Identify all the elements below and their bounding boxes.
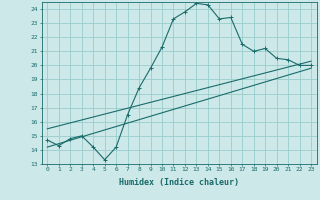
X-axis label: Humidex (Indice chaleur): Humidex (Indice chaleur) [119,178,239,187]
